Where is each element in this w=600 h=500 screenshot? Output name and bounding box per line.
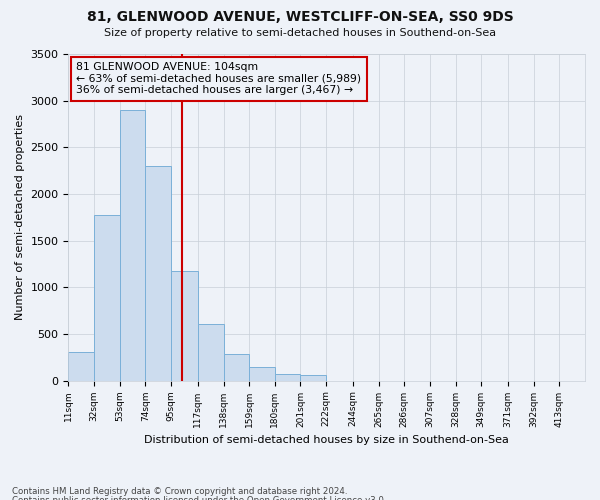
Bar (198, 324, 224, 380)
Text: Size of property relative to semi-detached houses in Southend-on-Sea: Size of property relative to semi-detach… (104, 28, 496, 38)
Bar (301, 376, 326, 380)
Text: Contains public sector information licensed under the Open Government Licence v3: Contains public sector information licen… (12, 496, 386, 500)
Text: 81, GLENWOOD AVENUE, WESTCLIFF-ON-SEA, SS0 9DS: 81, GLENWOOD AVENUE, WESTCLIFF-ON-SEA, S… (86, 10, 514, 24)
Bar (145, 166, 171, 380)
Bar (275, 374, 301, 380)
Bar (94, 215, 119, 380)
X-axis label: Distribution of semi-detached houses by size in Southend-on-Sea: Distribution of semi-detached houses by … (144, 435, 509, 445)
Text: 81 GLENWOOD AVENUE: 104sqm
← 63% of semi-detached houses are smaller (5,989)
36%: 81 GLENWOOD AVENUE: 104sqm ← 63% of semi… (76, 62, 361, 96)
Bar (171, 272, 198, 380)
Bar (224, 354, 249, 380)
Text: Contains HM Land Registry data © Crown copyright and database right 2024.: Contains HM Land Registry data © Crown c… (12, 488, 347, 496)
Bar (249, 367, 275, 380)
Bar (119, 110, 145, 380)
Y-axis label: Number of semi-detached properties: Number of semi-detached properties (15, 114, 25, 320)
Bar (68, 352, 94, 380)
